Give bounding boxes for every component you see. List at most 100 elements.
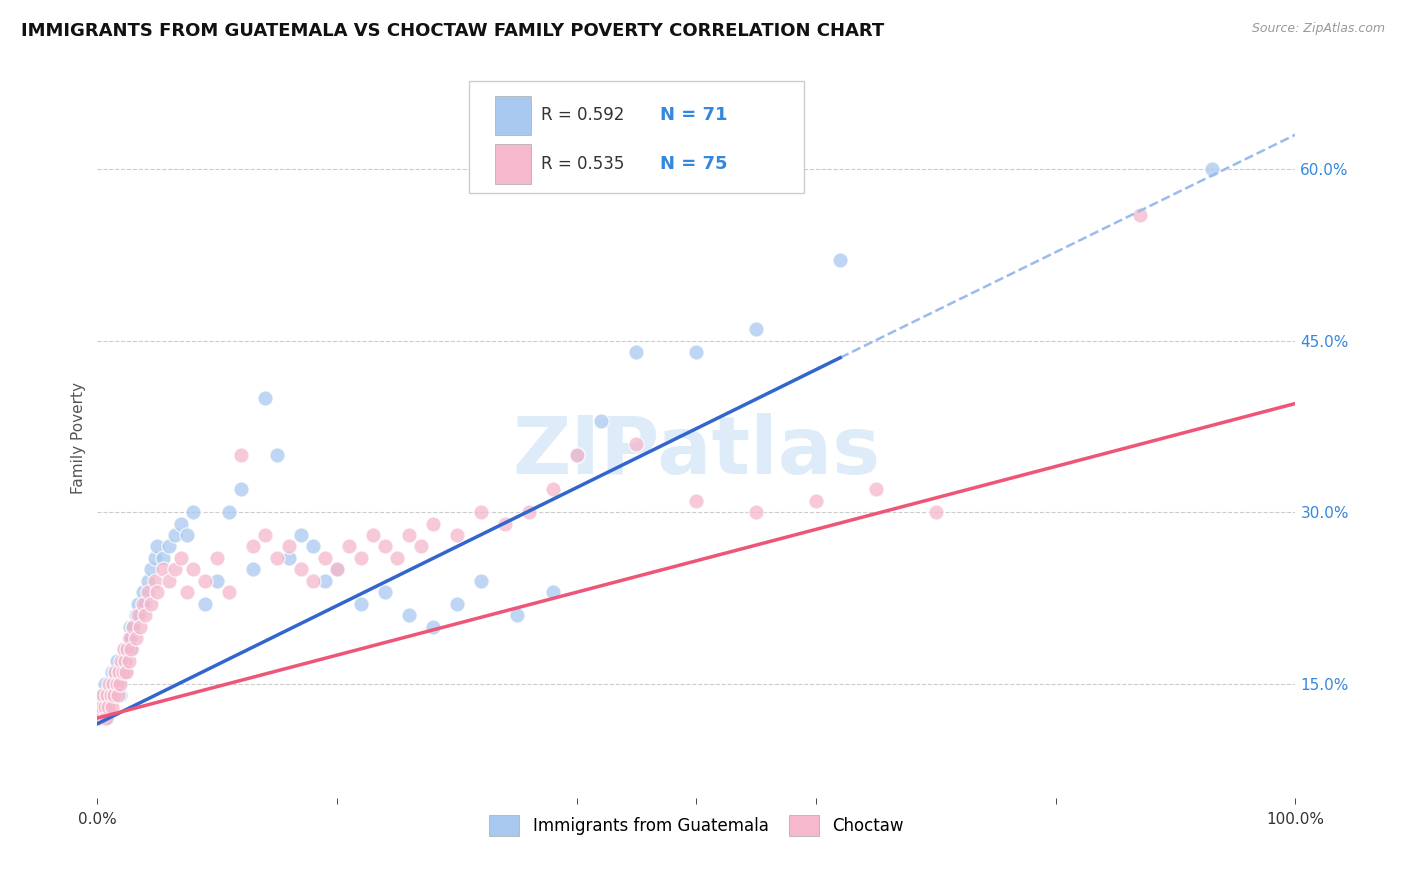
Point xyxy=(121,642,143,657)
Point xyxy=(385,550,408,565)
Point xyxy=(96,688,118,702)
Point xyxy=(422,619,444,633)
Point xyxy=(361,528,384,542)
Point xyxy=(314,550,336,565)
Point xyxy=(374,585,396,599)
Point xyxy=(157,540,180,554)
Point xyxy=(278,550,301,565)
Point xyxy=(517,505,540,519)
Point xyxy=(326,562,349,576)
Point xyxy=(96,711,118,725)
Point xyxy=(205,574,228,588)
Point xyxy=(117,654,139,668)
Point xyxy=(350,550,373,565)
Point xyxy=(218,585,240,599)
Point xyxy=(104,665,127,680)
Point xyxy=(100,688,122,702)
Point xyxy=(266,448,288,462)
Point xyxy=(398,528,420,542)
Point xyxy=(745,322,768,336)
Point xyxy=(254,391,277,405)
Point xyxy=(93,677,115,691)
Point xyxy=(229,448,252,462)
Point xyxy=(176,585,198,599)
Point xyxy=(103,688,125,702)
Point xyxy=(120,631,142,645)
Point xyxy=(117,642,139,657)
Point xyxy=(170,550,193,565)
Point xyxy=(98,688,121,702)
Point xyxy=(254,528,277,542)
Point xyxy=(165,528,187,542)
Point xyxy=(115,665,138,680)
Point xyxy=(194,574,217,588)
Point xyxy=(89,711,111,725)
Point xyxy=(101,677,124,691)
Point xyxy=(446,597,468,611)
FancyBboxPatch shape xyxy=(468,81,804,193)
Point xyxy=(101,677,124,691)
Point xyxy=(350,597,373,611)
Point xyxy=(374,540,396,554)
Point xyxy=(134,597,156,611)
Point xyxy=(685,345,707,359)
Point xyxy=(127,597,149,611)
Point xyxy=(446,528,468,542)
Point xyxy=(112,642,135,657)
Point xyxy=(100,665,122,680)
Point xyxy=(110,654,132,668)
Point xyxy=(170,516,193,531)
Point xyxy=(565,448,588,462)
Point xyxy=(108,665,131,680)
Point xyxy=(117,631,139,645)
Point xyxy=(141,562,163,576)
Point xyxy=(146,585,169,599)
Point xyxy=(111,654,134,668)
Point xyxy=(337,540,360,554)
Point xyxy=(129,608,152,623)
Point xyxy=(93,699,115,714)
Point xyxy=(89,699,111,714)
Point xyxy=(114,654,136,668)
Point xyxy=(136,574,159,588)
Point xyxy=(146,540,169,554)
Text: N = 75: N = 75 xyxy=(661,155,728,173)
Text: R = 0.535: R = 0.535 xyxy=(541,155,624,173)
Point xyxy=(115,665,138,680)
Point xyxy=(117,642,139,657)
Point xyxy=(114,654,136,668)
Bar xyxy=(495,145,531,184)
Point xyxy=(152,562,174,576)
Point xyxy=(422,516,444,531)
Point xyxy=(112,642,135,657)
Text: N = 71: N = 71 xyxy=(661,106,728,125)
Point xyxy=(1129,208,1152,222)
Y-axis label: Family Poverty: Family Poverty xyxy=(72,382,86,494)
Point xyxy=(278,540,301,554)
Point xyxy=(134,608,156,623)
Point xyxy=(111,665,134,680)
Point xyxy=(165,562,187,576)
Point xyxy=(97,699,120,714)
Point xyxy=(565,448,588,462)
Legend: Immigrants from Guatemala, Choctaw: Immigrants from Guatemala, Choctaw xyxy=(481,807,911,844)
Point xyxy=(194,597,217,611)
Point xyxy=(242,562,264,576)
Point xyxy=(93,699,115,714)
Point xyxy=(470,574,492,588)
Text: ZIPatlas: ZIPatlas xyxy=(512,413,880,491)
Point xyxy=(108,688,131,702)
Point xyxy=(100,699,122,714)
Point xyxy=(108,677,131,691)
Point xyxy=(865,483,887,497)
Point xyxy=(105,654,128,668)
Point xyxy=(290,562,312,576)
Point xyxy=(541,585,564,599)
Point xyxy=(157,574,180,588)
Point xyxy=(93,688,115,702)
Point xyxy=(132,597,155,611)
Point xyxy=(143,574,166,588)
Point xyxy=(141,597,163,611)
Point xyxy=(181,562,204,576)
Point xyxy=(94,711,117,725)
